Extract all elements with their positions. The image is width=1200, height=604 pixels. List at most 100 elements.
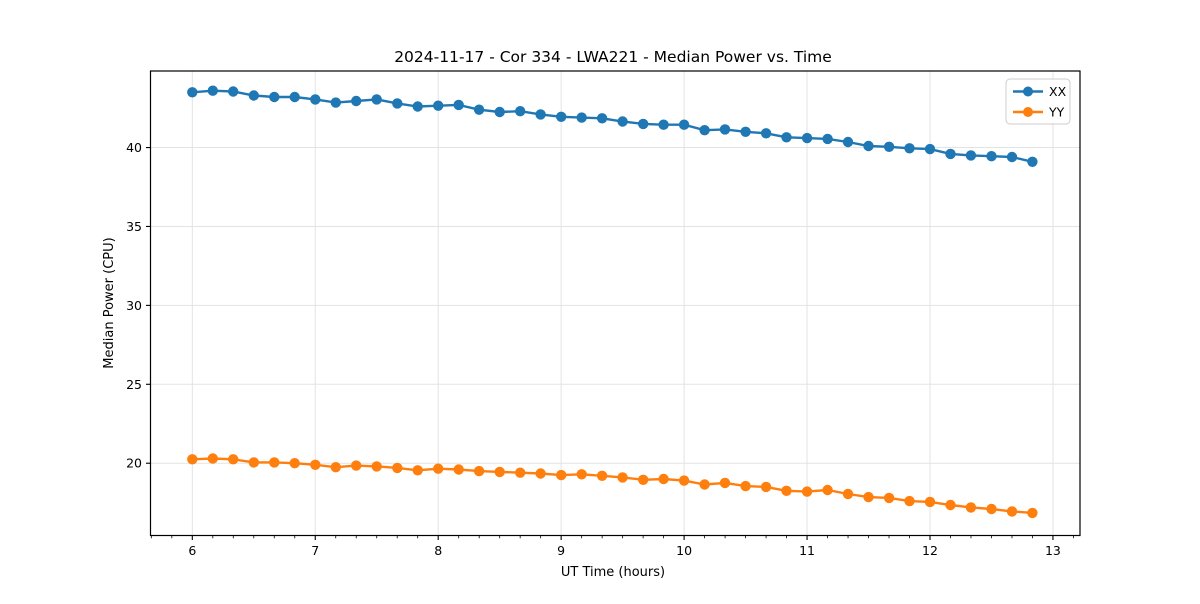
x-tick-label: 10 bbox=[676, 543, 692, 558]
series-XX-point bbox=[535, 109, 546, 120]
series-YY-point bbox=[556, 469, 567, 481]
series-YY-point bbox=[781, 485, 792, 496]
series-YY-point bbox=[473, 465, 485, 477]
series-XX-point bbox=[207, 85, 218, 96]
legend-marker-XX bbox=[1023, 86, 1033, 97]
series-YY-point bbox=[351, 460, 362, 471]
grid-layer bbox=[150, 71, 1080, 536]
series-YY-point bbox=[658, 473, 669, 485]
series-YY-point bbox=[801, 486, 813, 497]
series-XX-point bbox=[453, 99, 464, 111]
series-YY-point bbox=[494, 466, 505, 478]
x-tick-label: 8 bbox=[434, 543, 442, 558]
series-YY-point bbox=[228, 454, 239, 465]
series-YY-point bbox=[187, 454, 198, 465]
series-XX-point bbox=[719, 124, 731, 135]
y-tick-label: 30 bbox=[126, 298, 142, 313]
series-YY-point bbox=[371, 461, 382, 472]
series-YY-point bbox=[883, 492, 895, 504]
series-YY-point bbox=[719, 477, 731, 489]
series-XX-point bbox=[801, 132, 813, 144]
series-XX-point bbox=[740, 126, 751, 137]
chart-title: 2024-11-17 - Cor 334 - LWA221 - Median P… bbox=[394, 48, 832, 66]
series-XX-point bbox=[330, 97, 341, 108]
series-YY-point bbox=[822, 484, 833, 496]
series-XX-point bbox=[228, 86, 239, 97]
series-YY-point bbox=[904, 495, 915, 507]
series-XX-point bbox=[842, 136, 854, 148]
series-XX-point bbox=[269, 91, 280, 103]
series-YY-point bbox=[453, 464, 464, 475]
y-tick-label: 20 bbox=[126, 456, 142, 471]
series-XX-point bbox=[392, 98, 403, 109]
x-tick-label: 7 bbox=[311, 543, 319, 558]
x-axis-label: UT Time (hours) bbox=[561, 565, 665, 580]
series-XX-point bbox=[473, 104, 485, 115]
series-YY-point bbox=[310, 459, 321, 470]
series-XX-point bbox=[904, 143, 915, 154]
series-YY-point bbox=[638, 474, 649, 485]
series-YY-point bbox=[576, 469, 587, 480]
series-XX-point bbox=[986, 151, 997, 162]
series-YY-point bbox=[535, 468, 546, 479]
series-YY-point bbox=[330, 462, 341, 473]
axis-layer: 6 7 8 9 10 11 12 13 20 25 30 35 40 bbox=[126, 70, 1081, 558]
y-tick-label: 35 bbox=[126, 219, 142, 234]
series-XX-point bbox=[248, 90, 259, 101]
series-XX-point bbox=[310, 94, 321, 105]
series-XX-point bbox=[433, 100, 444, 111]
y-axis-label: Median Power (CPU) bbox=[102, 237, 117, 368]
series-YY-point bbox=[248, 457, 259, 468]
series-YY-point bbox=[207, 453, 218, 464]
legend-marker-YY bbox=[1023, 107, 1033, 117]
x-tick-label: 6 bbox=[188, 543, 196, 558]
data-layer bbox=[187, 85, 1038, 519]
series-XX-point bbox=[638, 118, 649, 130]
series-XX-point bbox=[781, 132, 792, 143]
x-tick-label: 9 bbox=[557, 543, 565, 558]
series-YY-point bbox=[412, 465, 423, 476]
plot-frame bbox=[149, 70, 1081, 537]
series-XX-point bbox=[863, 140, 874, 152]
series-YY-point bbox=[269, 457, 280, 468]
series-XX-point bbox=[699, 125, 710, 136]
series-XX-point bbox=[556, 111, 567, 123]
series-YY-point bbox=[965, 502, 977, 513]
y-tick-label: 40 bbox=[126, 140, 142, 155]
y-tick-label: 25 bbox=[126, 377, 142, 392]
series-YY-point bbox=[515, 467, 526, 478]
series-XX-point bbox=[965, 150, 977, 161]
series-XX-point bbox=[760, 128, 772, 139]
series-YY-point bbox=[617, 472, 628, 483]
legend: XX YY bbox=[1005, 78, 1071, 125]
series-YY-point bbox=[596, 470, 608, 481]
series-XX-point bbox=[617, 116, 628, 127]
series-XX-point bbox=[187, 87, 198, 98]
series-YY-point bbox=[945, 499, 956, 511]
series-XX-point bbox=[1027, 156, 1038, 167]
series-XX-point bbox=[945, 148, 956, 160]
series-YY-point bbox=[986, 503, 997, 515]
series-XX-point bbox=[515, 106, 526, 117]
series-YY-point bbox=[1006, 506, 1018, 517]
series-XX-point bbox=[883, 141, 895, 152]
legend-item-XX-label: XX bbox=[1049, 84, 1067, 99]
series-YY-point bbox=[740, 480, 751, 492]
series-XX-point bbox=[576, 112, 587, 123]
series-XX-point bbox=[658, 119, 669, 130]
series-XX-point bbox=[371, 94, 382, 105]
legend-item-YY-label: YY bbox=[1048, 105, 1065, 120]
x-tick-label: 11 bbox=[799, 543, 815, 558]
series-YY-point bbox=[699, 479, 710, 490]
series-YY-point bbox=[863, 491, 874, 503]
series-YY-point bbox=[392, 462, 403, 474]
series-YY-point bbox=[433, 463, 444, 474]
series-XX-point bbox=[1006, 151, 1018, 163]
series-XX-point bbox=[678, 119, 690, 130]
series-XX-point bbox=[924, 143, 936, 155]
series-YY-point bbox=[678, 475, 690, 486]
series-XX-point bbox=[596, 113, 608, 124]
series-XX-point bbox=[412, 101, 423, 112]
